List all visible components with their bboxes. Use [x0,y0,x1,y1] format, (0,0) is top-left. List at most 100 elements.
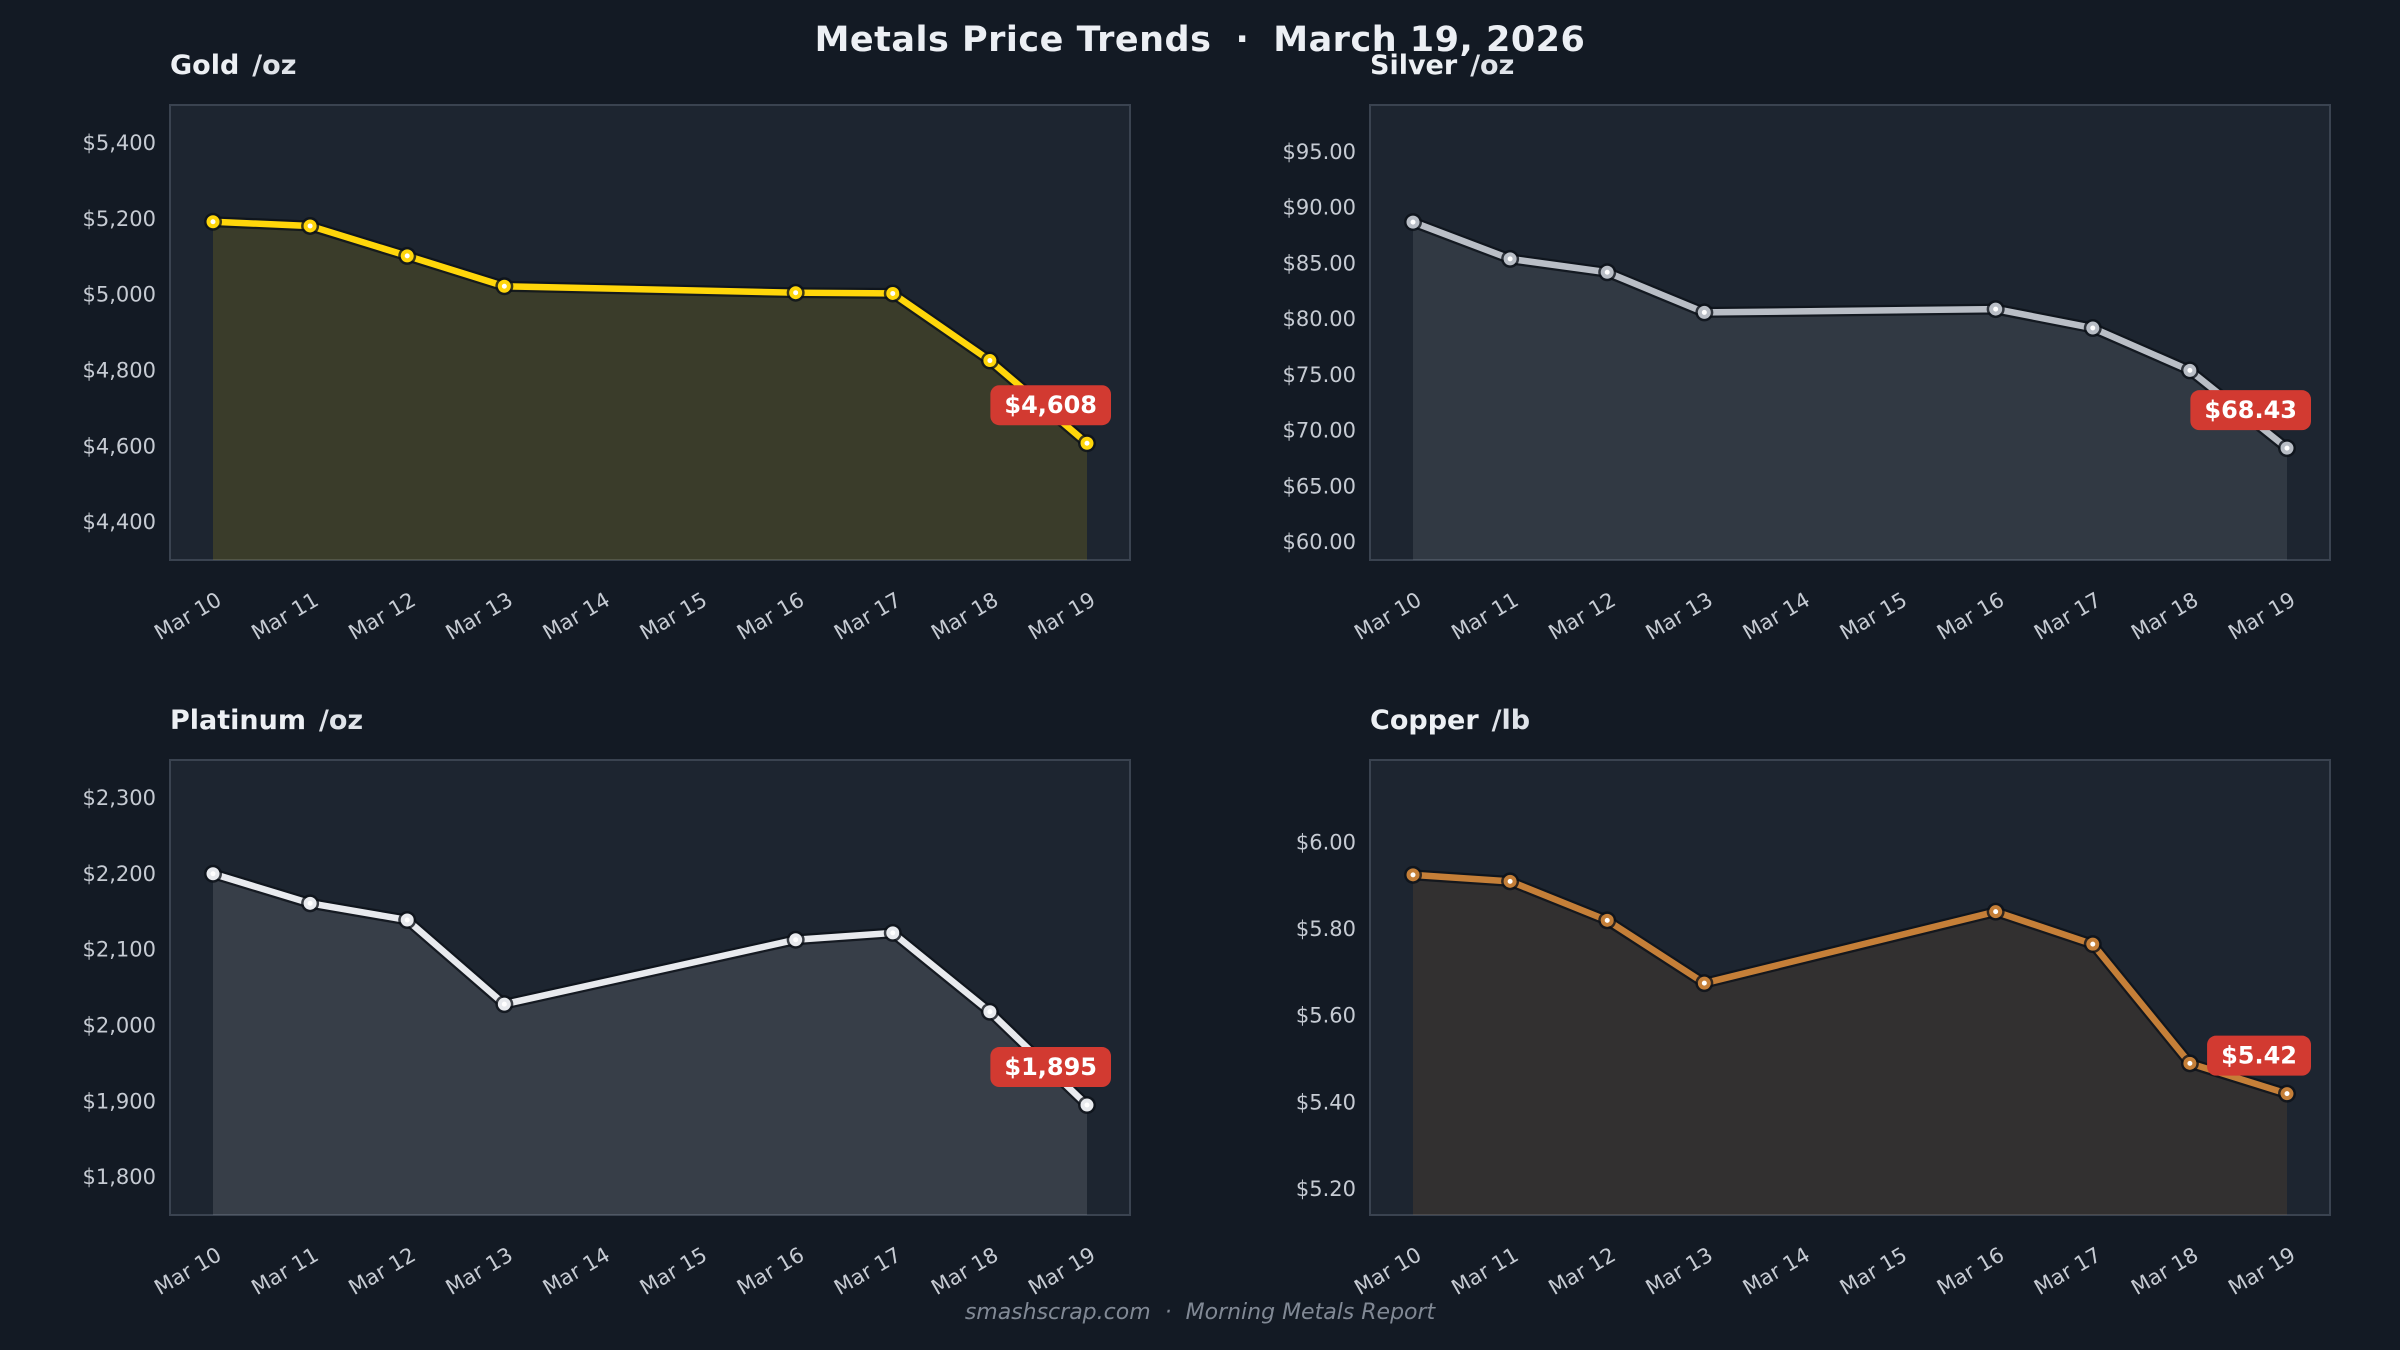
footer-separator: · [1164,1300,1172,1325]
silver-ytick: $70.00 [1283,419,1356,443]
footer-report: Morning Metals Report [1185,1300,1436,1325]
silver-ytick: $65.00 [1283,474,1356,498]
gold-ytick: $4,400 [83,510,156,534]
gold-xtick: Mar 16 [733,588,808,645]
gold-xtick: Mar 12 [344,588,419,645]
silver-xtick: Mar 15 [1836,588,1911,645]
platinum-unit: /oz [319,705,364,736]
copper-last-value-badge: $5.42 [2207,1035,2311,1076]
svg-text:$68.43: $68.43 [2204,396,2297,424]
platinum-xtick: Mar 14 [539,1243,614,1300]
gold-chart-title: Gold/oz [170,50,296,81]
platinum-xtick: Mar 16 [733,1243,808,1300]
platinum-name: Platinum [170,705,307,736]
copper-xtick: Mar 10 [1350,1243,1425,1300]
copper-xtick: Mar 17 [2030,1243,2105,1300]
silver-plot-area [1369,104,2331,561]
platinum-xtick: Mar 19 [1024,1243,1099,1300]
platinum-ytick: $2,300 [83,786,156,810]
silver-xtick: Mar 12 [1544,588,1619,645]
copper-xtick: Mar 15 [1836,1243,1911,1300]
copper-unit: /lb [1491,705,1531,736]
gold-marker [789,286,803,300]
copper-ytick: $5.60 [1296,1004,1356,1028]
gold-xtick: Mar 17 [830,588,905,645]
copper-xtick: Mar 16 [1933,1243,2008,1300]
silver-line [1409,218,2291,452]
page-title-date: March 19, 2026 [1273,20,1586,60]
platinum-marker [1080,1098,1094,1112]
gold-plot-area [169,104,1131,561]
copper-ytick: $6.00 [1296,830,1356,854]
gold-marker [886,286,900,300]
copper-ytick: $5.40 [1296,1090,1356,1114]
silver-ytick: $90.00 [1283,196,1356,220]
copper-xtick: Mar 12 [1544,1243,1619,1300]
copper-xtick: Mar 11 [1447,1243,1522,1300]
platinum-ytick: $1,900 [83,1089,156,1113]
svg-text:$4,608: $4,608 [1004,391,1097,419]
platinum-plot-area [169,759,1131,1216]
platinum-chart-panel: $2,300 $2,200 $2,100 $2,000 $1,900 $1,800 Mar … [30,750,1170,1300]
copper-xtick: Mar 13 [1642,1243,1717,1300]
silver-xtick: Mar 18 [2127,588,2202,645]
platinum-xtick: Mar 10 [150,1243,225,1300]
silver-marker [2086,321,2100,335]
gold-chart-panel: $5,400 $5,200 $5,000 $4,800 $4,600 $4,400 Mar … [30,95,1170,645]
silver-xtick: Mar 14 [1739,588,1814,645]
gold-last-value-badge: $4,608 [990,385,1111,426]
copper-marker [1600,913,1614,927]
silver-ytick: $85.00 [1283,251,1356,275]
silver-unit: /oz [1470,50,1515,81]
silver-name: Silver [1370,50,1458,81]
title-separator: · [1235,20,1250,60]
silver-marker [2280,441,2294,455]
gold-xtick: Mar 19 [1024,588,1099,645]
gold-name: Gold [170,50,240,81]
copper-marker [1406,868,1420,882]
copper-marker [1503,874,1517,888]
copper-plot-area [1369,759,2331,1216]
silver-marker [2183,363,2197,377]
silver-chart-title: Silver/oz [1370,50,1514,81]
silver-xtick: Mar 16 [1933,588,2008,645]
copper-name: Copper [1370,705,1479,736]
silver-xtick: Mar 19 [2224,588,2299,645]
copper-xtick: Mar 18 [2127,1243,2202,1300]
gold-ytick: $5,000 [83,283,156,307]
copper-chart-panel: $6.00 $5.80 $5.60 $5.40 $5.20 Mar 10 Mar 11 Mar… [1230,750,2370,1300]
silver-xtick: Mar 10 [1350,588,1425,645]
platinum-xtick: Mar 17 [830,1243,905,1300]
silver-xtick: Mar 13 [1642,588,1717,645]
copper-marker [1989,905,2003,919]
platinum-chart-title: Platinum/oz [170,705,363,736]
platinum-marker [497,997,511,1011]
copper-marker [1697,976,1711,990]
gold-ytick: $5,400 [83,131,156,155]
platinum-marker [303,896,317,910]
platinum-ytick: $1,800 [83,1165,156,1189]
copper-chart-svg: $6.00 $5.80 $5.60 $5.40 $5.20 Mar 10 Mar 11 Mar… [1296,759,2331,1300]
silver-xtick: Mar 17 [2030,588,2105,645]
page-title-text: Metals Price Trends [814,20,1212,60]
platinum-xtick: Mar 13 [442,1243,517,1300]
footer: smashscrap.com · Morning Metals Report [0,1300,2400,1325]
gold-xtick: Mar 14 [539,588,614,645]
silver-ytick: $75.00 [1283,363,1356,387]
silver-chart-svg: $95.00 $90.00 $85.00 $80.00 $75.00 $70.00 $65.… [1283,104,2331,645]
platinum-marker [400,913,414,927]
page-title: Metals Price Trends · March 19, 2026 [0,20,2400,60]
copper-marker [2280,1087,2294,1101]
copper-line [1409,871,2291,1097]
copper-xtick: Mar 14 [1739,1243,1814,1300]
copper-marker [2086,937,2100,951]
silver-ytick: $80.00 [1283,307,1356,331]
gold-ytick: $4,800 [83,358,156,382]
silver-area [1413,222,2287,560]
platinum-ytick: $2,000 [83,1013,156,1037]
silver-marker [1406,215,1420,229]
copper-area [1413,874,2287,1215]
silver-marker [1989,302,2003,316]
platinum-ytick: $2,200 [83,862,156,886]
silver-marker [1600,265,1614,279]
